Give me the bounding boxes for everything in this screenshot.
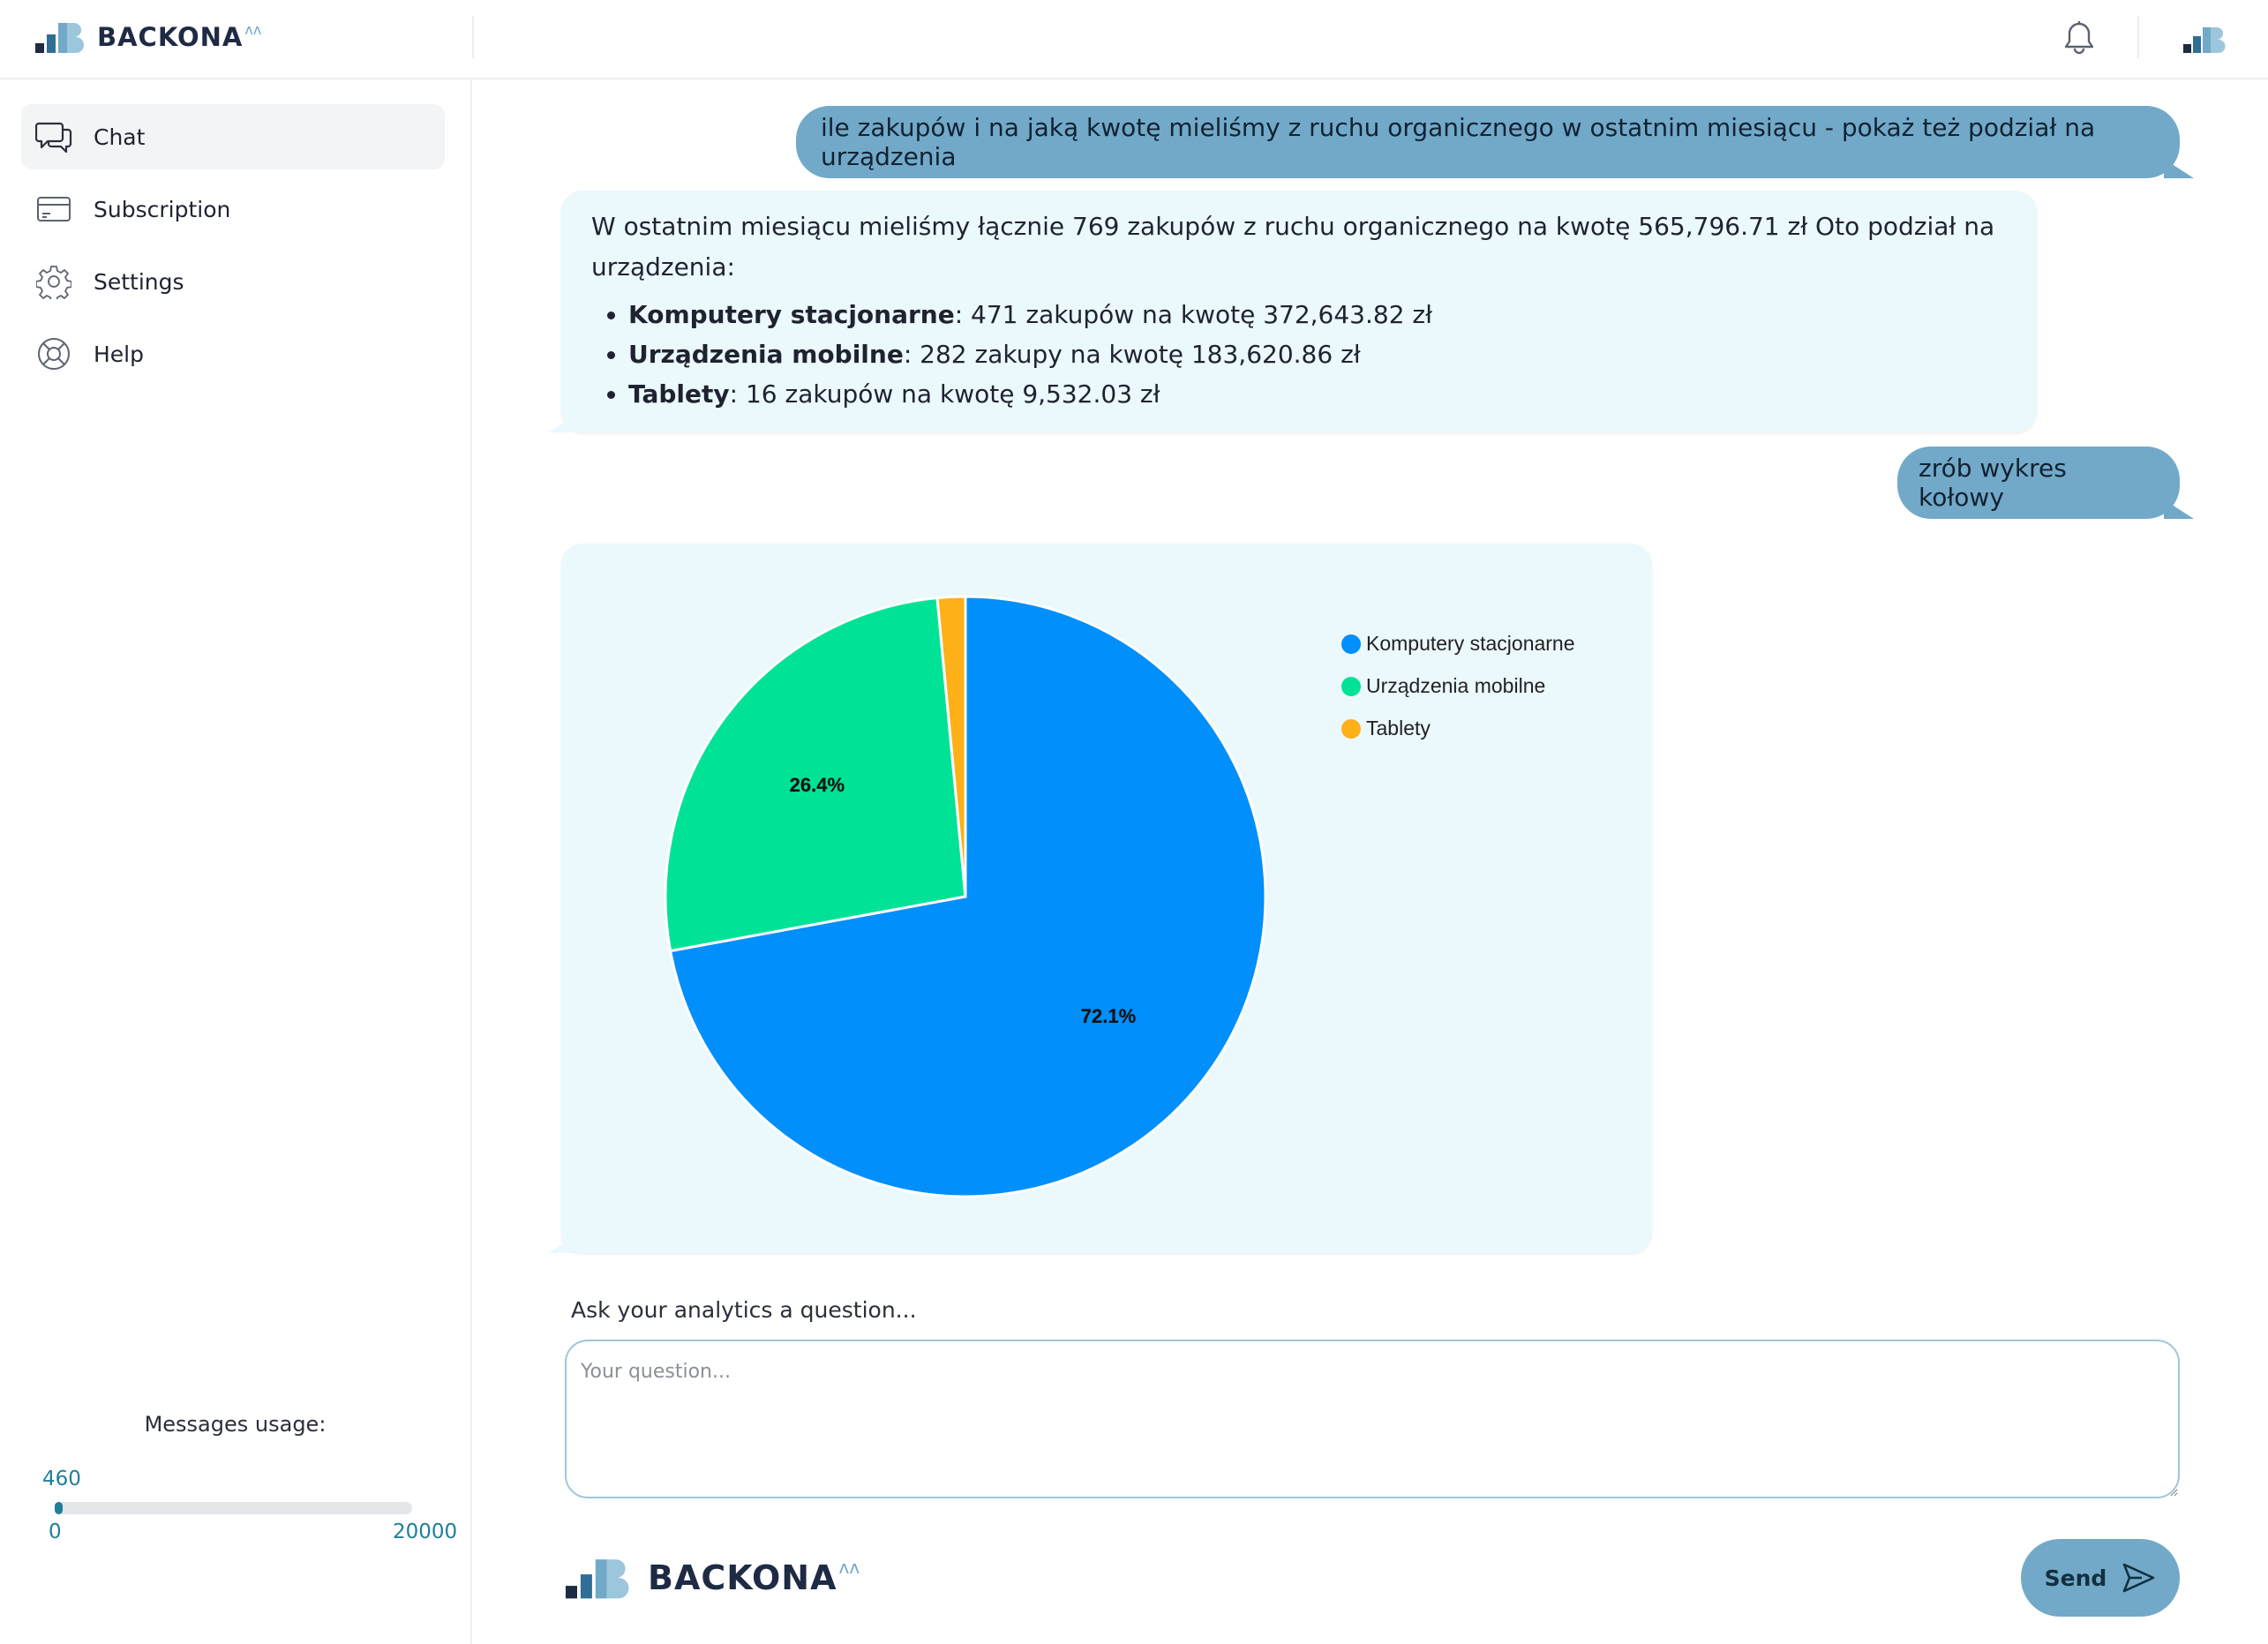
assistant-message-intro: W ostatnim miesiącu mieliśmy łącznie 769… — [591, 212, 1995, 282]
pie-chart: 72.1% 26.4% — [664, 595, 1267, 1198]
sidebar-item-label: Subscription — [94, 196, 231, 222]
list-item-label: Tablety — [628, 379, 730, 409]
list-item: Tablety: 16 zakupów na kwotę 9,532.03 zł — [628, 374, 2007, 414]
usage-value: 460 — [42, 1468, 81, 1490]
sidebar-item-label: Chat — [94, 124, 146, 150]
send-button[interactable]: Send — [2021, 1539, 2180, 1617]
usage-title: Messages usage: — [144, 1412, 327, 1437]
legend-marker — [1341, 634, 1361, 654]
sidebar-item-settings[interactable]: Settings — [21, 249, 445, 314]
brand-mark-icon: ʌʌ — [838, 1557, 860, 1578]
list-item-text: : 471 zakupów na kwotę 372,643.82 zł — [954, 300, 1433, 329]
device-breakdown-list: Komputery stacjonarne: 471 zakupów na kw… — [591, 295, 2007, 414]
legend-marker — [1341, 676, 1361, 696]
brand-avatar-icon[interactable] — [2183, 25, 2227, 55]
question-input[interactable] — [565, 1340, 2180, 1498]
legend-item[interactable]: Urządzenia mobilne — [1341, 674, 1545, 698]
lifebuoy-icon — [35, 335, 72, 372]
legend-item[interactable]: Komputery stacjonarne — [1341, 632, 1575, 656]
assistant-message: W ostatnim miesiącu mieliśmy łącznie 769… — [549, 191, 2037, 432]
chart-message: 72.1% 26.4% Komputery stacjonarne Urządzen… — [549, 544, 1652, 1253]
list-item-label: Urządzenia mobilne — [628, 340, 904, 369]
legend-label: Urządzenia mobilne — [1366, 674, 1546, 697]
list-item-label: Komputery stacjonarne — [628, 300, 955, 329]
brand-logo-icon — [35, 23, 84, 53]
header-divider — [472, 16, 474, 58]
list-item: Urządzenia mobilne: 282 zakupy na kwotę … — [628, 334, 2007, 374]
header-divider — [2137, 16, 2139, 58]
list-item: Komputery stacjonarne: 471 zakupów na kw… — [628, 295, 2007, 334]
chat-icon — [35, 118, 72, 155]
credit-card-icon — [35, 191, 72, 228]
sidebar-item-chat[interactable]: Chat — [21, 104, 445, 169]
sidebar-item-subscription[interactable]: Subscription — [21, 176, 445, 242]
brand-logo-icon — [566, 1559, 629, 1599]
bubble-tail — [549, 415, 575, 432]
bubble-tail — [2164, 159, 2194, 178]
sidebar: Chat Subscription Settings — [0, 79, 472, 1644]
question-label: Ask your analytics a question... — [571, 1297, 917, 1323]
usage-progress-bar — [55, 1502, 412, 1514]
send-icon — [2123, 1563, 2155, 1593]
pie-slice-1[interactable] — [668, 595, 1267, 1198]
gear-icon — [35, 263, 72, 300]
brand-name: BACKONA — [97, 22, 244, 52]
sidebar-item-label: Settings — [94, 268, 184, 295]
pie-data-label: 72.1% — [1081, 1005, 1136, 1027]
pie-data-label: 26.4% — [790, 774, 845, 796]
send-button-label: Send — [2044, 1565, 2107, 1591]
brand-name: BACKONA — [648, 1558, 837, 1597]
top-header: BACKONA ʌʌ — [0, 0, 2268, 79]
legend-label: Komputery stacjonarne — [1366, 632, 1575, 655]
legend-item[interactable]: Tablety — [1341, 717, 1431, 740]
brand-mark-icon: ʌʌ — [244, 20, 262, 38]
list-item-text: : 16 zakupów na kwotę 9,532.03 zł — [729, 379, 1160, 409]
bubble-tail — [549, 1235, 575, 1253]
list-item-text: : 282 zakupy na kwotę 183,620.86 zł — [903, 340, 1361, 369]
usage-max: 20000 — [393, 1520, 458, 1543]
footer-brand-logo: BACKONA ʌʌ — [565, 1555, 860, 1601]
legend-marker — [1341, 718, 1361, 739]
brand-logo[interactable]: BACKONA ʌʌ — [35, 19, 261, 55]
user-message-text: zrób wykres kołowy — [1919, 454, 2067, 512]
user-message-text: ile zakupów i na jaką kwotę mieliśmy z r… — [821, 113, 2096, 171]
user-message: ile zakupów i na jaką kwotę mieliśmy z r… — [796, 106, 2194, 178]
usage-min: 0 — [49, 1520, 62, 1543]
pie-slice-2[interactable] — [664, 596, 967, 953]
sidebar-item-label: Help — [94, 341, 144, 367]
legend-label: Tablety — [1366, 717, 1431, 739]
bubble-tail — [2164, 499, 2194, 519]
pie-slice-3[interactable] — [935, 595, 967, 897]
sidebar-item-help[interactable]: Help — [21, 321, 445, 387]
bell-icon[interactable] — [2061, 19, 2097, 56]
user-message: zrób wykres kołowy — [1897, 447, 2194, 519]
usage-progress-fill — [55, 1502, 64, 1514]
